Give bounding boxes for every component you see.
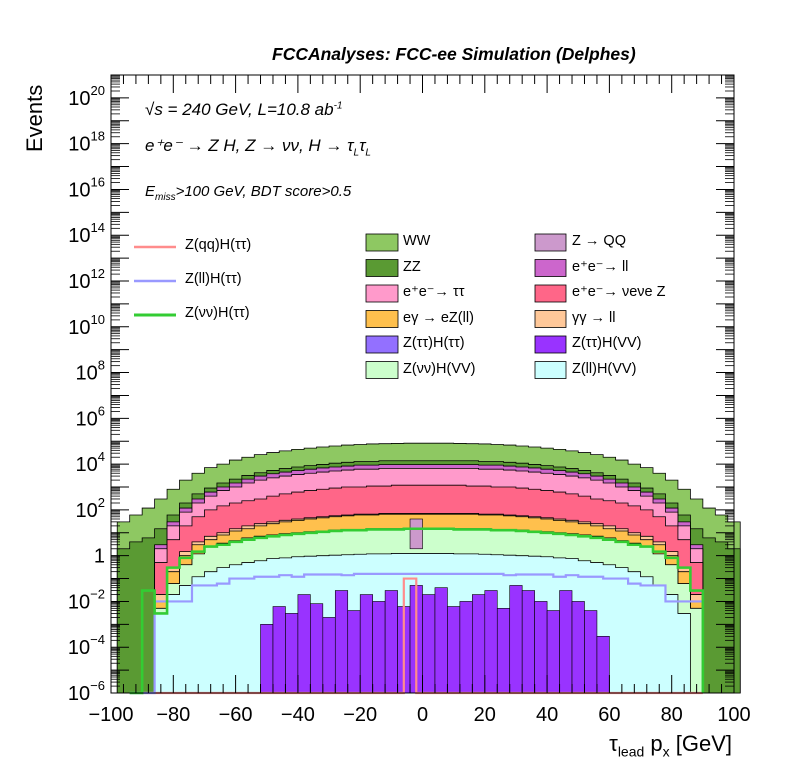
x-tick-label: −60 (219, 704, 253, 726)
bar-ztautau-htautau-7 (347, 610, 361, 694)
bar-ztautau-htautau-6 (334, 590, 349, 694)
line-Zll_Htautau_line (129, 572, 704, 695)
legend-label-Zll_Htautau_line: Z(ll)H(ττ) (185, 271, 242, 287)
bar-ztautau-htautau-16 (459, 601, 473, 694)
y-tick-label: 106 (76, 403, 105, 430)
legend-swatch-WW (365, 233, 399, 252)
bar-ztautau-htautau-14 (434, 587, 448, 694)
bar-ztautau-htautau-20 (509, 585, 523, 694)
x-tick-label: −100 (88, 704, 133, 726)
annotation-process: e⁺e⁻ → Z H, Z → νν, H → τLτL (145, 136, 371, 159)
x-tick-label: 60 (598, 704, 620, 726)
bar-ztautau-htautau-27 (596, 636, 610, 694)
legend-swatch-Zll_HVV (534, 361, 567, 379)
bar-ztautau-htautau-2 (285, 613, 299, 694)
bar-ztautau-htautau-0 (260, 624, 274, 694)
legend-label-WW: WW (403, 233, 431, 249)
legend (134, 233, 567, 379)
annotation-energy-lumi: √s = 240 GeV, L=10.8 ab-1 (145, 100, 343, 119)
line-Znunu_Htautau_line (129, 527, 705, 695)
bar-ztautau-htautau-24 (559, 590, 573, 694)
y-tick-label: 102 (76, 495, 105, 522)
y-tick-label: 104 (76, 449, 105, 476)
bar-ztautau-htautau-17 (472, 594, 486, 694)
legend-swatch-ee_ll (534, 259, 567, 277)
bar-ztautau-htautau-22 (534, 601, 548, 694)
x-tick-label: 80 (661, 704, 683, 726)
bar-ztautau-htautau-10 (384, 590, 398, 694)
bar-ztautau-htautau-18 (484, 590, 498, 694)
legend-swatch-Z_QQ (534, 233, 567, 252)
bar-ztautau-htautau-1 (272, 606, 286, 694)
legend-label-Znunu_Htautau_line: Z(νν)H(ττ) (185, 305, 250, 321)
legend-label-ZZ: ZZ (403, 258, 421, 275)
legend-label-Znunu_HVV: Z(νν)H(VV) (403, 360, 476, 377)
stack-fills (116, 442, 741, 694)
y-tick-label: 10−6 (68, 678, 105, 705)
y-tick-label: 1020 (68, 83, 105, 110)
y-tick-label: 1 (94, 546, 105, 568)
legend-label-Zll_HVV: Z(ll)H(VV) (572, 360, 637, 377)
x-tick-label: −20 (343, 704, 377, 726)
bar-ztautau-htautau-5 (322, 617, 336, 694)
bar-ztautau-htautau-15 (447, 606, 461, 694)
bar-ztautau-htautau-21 (521, 590, 535, 694)
y-axis-label: Events (22, 84, 47, 152)
legend-swatch-ee_nuenue_Z (534, 284, 567, 303)
y-tick-label: 108 (76, 358, 105, 385)
bar-ztautau-htautau-19 (496, 608, 511, 694)
bar-ztautau-htautau-8 (359, 594, 373, 694)
bar-ztautau-htautau-9 (372, 601, 386, 694)
legend-swatch-ZZ (365, 259, 399, 277)
bar-ztautau-htautau-25 (571, 601, 585, 694)
legend-swatch-Znunu_HVV (365, 361, 399, 379)
legend-label-egamma_eZll: eγ → eZ(ll) (403, 309, 474, 326)
annotation-selection: Emiss>100 GeV, BDT score>0.5 (145, 183, 352, 203)
x-tick-label: −80 (156, 704, 190, 726)
axis-ticks: −100 −80 −60 −40 −20 0 20 40 60 80 100 10−6 10−4 10−2… (68, 74, 751, 726)
bar-ztautau-htautau-3 (297, 594, 311, 694)
legend-label-ee_tautau: e⁺e⁻→ ττ (403, 284, 465, 300)
legend-label-ee_nuenue_Z: e⁺e⁻→ νeνe Z (572, 284, 666, 300)
legend-swatch-egamma_eZll (365, 310, 399, 328)
y-tick-label: 10−2 (68, 586, 105, 613)
bar-ztautau-htautau-26 (584, 610, 598, 694)
y-tick-label: 1018 (68, 129, 105, 156)
x-tick-label: 40 (536, 704, 558, 726)
legend-swatch-Ztautau_HVV (534, 335, 567, 354)
legend-label-ee_ll: e⁺e⁻→ ll (572, 258, 629, 275)
y-tick-label: 10−4 (68, 632, 105, 659)
bar-ztautau-htautau-4 (310, 603, 324, 694)
x-tick-label: 100 (717, 704, 750, 726)
legend-label-gamgam_ll: γγ → ll (572, 309, 616, 326)
y-tick-label: 1014 (68, 220, 105, 247)
x-tick-label: 20 (474, 704, 496, 726)
legend-label-Ztautau_HVV: Z(ττ)H(VV) (572, 335, 642, 351)
bar-z-qq-0 (409, 518, 423, 550)
x-tick-label: 0 (417, 704, 428, 726)
legend-label-Ztautau_Htautau: Z(ττ)H(ττ) (403, 335, 465, 351)
legend-swatch-Ztautau_Htautau (365, 335, 399, 354)
legend-label-Z_QQ: Z → QQ (572, 233, 626, 249)
x-axis-label: τlead px [GeV] (609, 731, 732, 760)
legend-label-Zqq_Htautau_line: Z(qq)H(ττ) (185, 237, 252, 253)
chart-title: FCCAnalyses: FCC-ee Simulation (Delphes) (272, 44, 636, 64)
bar-ztautau-htautau-23 (546, 610, 560, 694)
x-tick-label: −40 (281, 704, 315, 726)
legend-swatch-gamgam_ll (534, 310, 567, 328)
y-tick-label: 1016 (68, 174, 105, 201)
y-tick-label: 1012 (68, 266, 105, 293)
bar-ztautau-htautau-13 (422, 594, 436, 694)
legend-swatch-ee_tautau (365, 284, 399, 303)
y-tick-label: 1010 (68, 312, 105, 339)
